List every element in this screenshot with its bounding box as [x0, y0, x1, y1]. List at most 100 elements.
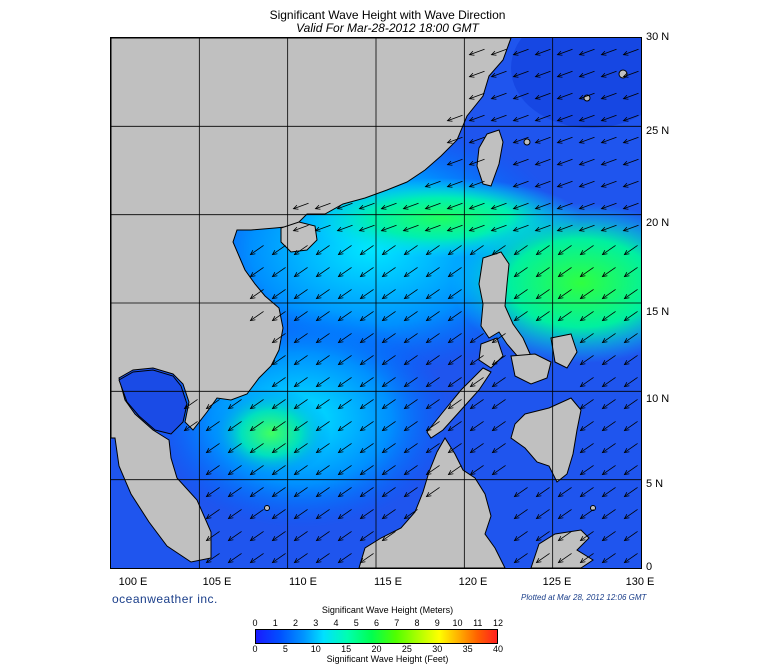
- wave-arrow-head: [315, 536, 322, 542]
- wave-arrow-head: [622, 204, 629, 210]
- wave-arrow-shaft: [602, 289, 616, 299]
- wave-arrow-head: [579, 470, 586, 476]
- wave-arrow-head: [337, 316, 344, 322]
- wave-arrow-shaft: [535, 114, 551, 122]
- colorbar-tick-meters: 3: [313, 618, 319, 628]
- wave-arrow-head: [623, 558, 630, 564]
- wave-arrow-shaft: [535, 92, 551, 100]
- wave-arrow-shaft: [184, 399, 198, 409]
- wave-arrow-shaft: [426, 245, 440, 255]
- wave-arrow-shaft: [448, 421, 462, 431]
- wave-arrow-head: [337, 558, 344, 564]
- wave-arrow-shaft: [294, 289, 308, 299]
- map-title: Significant Wave Height with Wave Direct…: [269, 8, 506, 22]
- wave-arrow-head: [336, 204, 343, 210]
- lon-label-120e: 120 E: [458, 576, 488, 588]
- wave-arrow-shaft: [250, 245, 264, 255]
- wave-arrow-shaft: [580, 443, 594, 453]
- colorbar-tick-meters: 6: [373, 618, 380, 628]
- wave-arrow-head: [534, 50, 541, 56]
- wave-arrow-head: [381, 272, 388, 278]
- wave-arrow-head: [249, 558, 256, 564]
- wave-arrow-head: [381, 382, 388, 388]
- wave-arrow-head: [512, 94, 519, 100]
- wave-arrow-head: [469, 338, 476, 344]
- wave-arrow-shaft: [360, 311, 374, 321]
- wave-arrow-head: [469, 250, 476, 256]
- wave-arrow-head: [381, 250, 388, 256]
- wave-arrow-shaft: [470, 443, 484, 453]
- wave-arrow-shaft: [624, 289, 638, 299]
- wave-arrow-head: [491, 338, 498, 344]
- wave-arrow-shaft: [381, 224, 397, 232]
- wave-arrow-shaft: [316, 531, 330, 541]
- wave-arrow-shaft: [404, 333, 418, 343]
- wave-arrow-head: [403, 382, 410, 388]
- wave-arrow-head: [315, 250, 322, 256]
- colorbar-tick-meters: 12: [492, 618, 504, 628]
- wave-arrow-shaft: [579, 202, 595, 210]
- wave-arrow-shaft: [425, 180, 441, 188]
- wave-arrow-head: [314, 204, 321, 210]
- wave-arrow-head: [446, 182, 453, 188]
- wave-arrow-head: [447, 448, 454, 454]
- wave-arrow-shaft: [315, 202, 331, 210]
- wave-arrow-shaft: [426, 267, 440, 277]
- wave-arrow-shaft: [491, 224, 507, 232]
- wave-arrow-shaft: [602, 377, 616, 387]
- wave-arrow-shaft: [536, 245, 550, 255]
- wave-arrow-head: [622, 94, 629, 100]
- wave-arrow-head: [271, 426, 278, 432]
- wave-arrow-head: [557, 294, 564, 300]
- wave-arrow-head: [359, 426, 366, 432]
- wave-arrow-shaft: [492, 245, 506, 255]
- wave-arrow-shaft: [294, 311, 308, 321]
- wave-arrow-head: [271, 404, 278, 410]
- wave-arrow-head: [315, 338, 322, 344]
- wave-arrow-shaft: [447, 224, 463, 232]
- wave-arrow-shaft: [447, 158, 463, 166]
- wave-arrow-shaft: [580, 553, 594, 563]
- wave-arrow-shaft: [404, 399, 418, 409]
- wave-arrow-shaft: [250, 531, 264, 541]
- wave-arrow-shaft: [536, 509, 550, 519]
- wave-arrow-shaft: [557, 180, 573, 188]
- wave-arrow-shaft: [492, 421, 506, 431]
- wave-arrow-shaft: [404, 289, 418, 299]
- wave-arrow-head: [205, 536, 212, 542]
- wave-arrow-head: [601, 448, 608, 454]
- wave-arrow-head: [623, 316, 630, 322]
- wave-arrow-head: [425, 338, 432, 344]
- wave-arrow-head: [490, 94, 497, 100]
- wave-arrow-shaft: [382, 443, 396, 453]
- wave-arrow-head: [293, 492, 300, 498]
- wave-arrow-shaft: [623, 180, 639, 188]
- wave-arrow-shaft: [623, 158, 639, 166]
- wave-arrow-head: [425, 492, 432, 498]
- wave-arrow-head: [578, 160, 585, 166]
- wave-arrow-head: [249, 448, 256, 454]
- wave-arrow-head: [425, 250, 432, 256]
- wave-arrow-head: [601, 558, 608, 564]
- wave-arrow-head: [359, 338, 366, 344]
- wave-arrow-shaft: [382, 509, 396, 519]
- wave-arrow-head: [557, 558, 564, 564]
- wave-arrow-shaft: [514, 509, 528, 519]
- wave-arrow-shaft: [316, 509, 330, 519]
- wave-arrow-head: [292, 204, 299, 210]
- wave-arrow-shaft: [580, 311, 594, 321]
- wave-arrow-shaft: [601, 180, 617, 188]
- wave-arrow-head: [425, 360, 432, 366]
- wave-arrow-head: [337, 338, 344, 344]
- wave-arrow-shaft: [404, 355, 418, 365]
- wave-arrow-shaft: [469, 70, 485, 78]
- wave-arrow-head: [556, 138, 563, 144]
- wave-arrow-shaft: [536, 267, 550, 277]
- colorbar-tick-feet: 20: [371, 644, 382, 654]
- wave-arrow-shaft: [579, 136, 595, 144]
- wave-arrow-head: [601, 382, 608, 388]
- wave-arrow-head: [491, 250, 498, 256]
- wave-arrow-head: [447, 470, 454, 476]
- wave-arrow-head: [579, 250, 586, 256]
- wave-arrow-shaft: [601, 158, 617, 166]
